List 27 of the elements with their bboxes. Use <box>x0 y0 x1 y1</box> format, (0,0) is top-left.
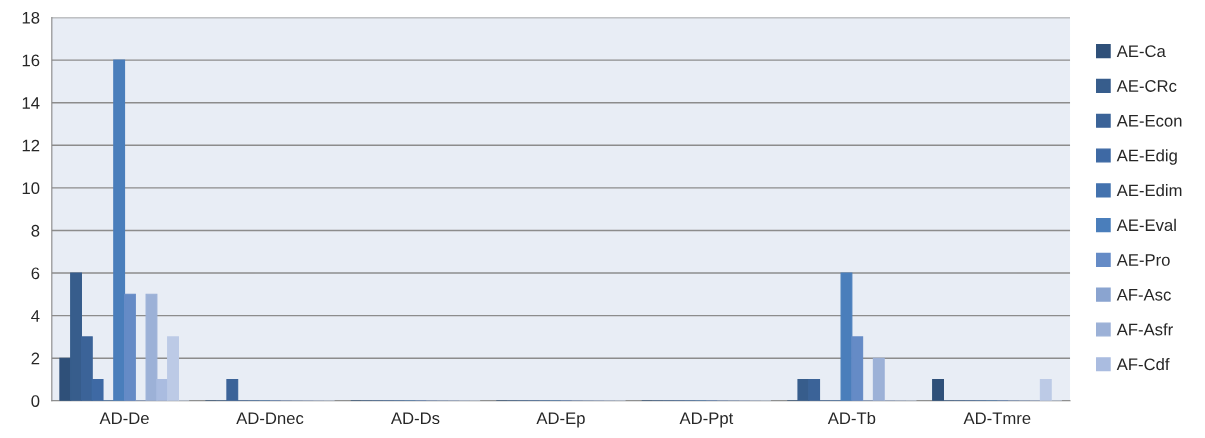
y-tick-label: 16 <box>22 54 40 67</box>
x-tick-label: AD-Tb <box>827 411 876 425</box>
legend-label: AE-Eval <box>1116 218 1176 232</box>
x-tick-label: AD-Ds <box>390 412 440 425</box>
y-tick-label: 12 <box>22 139 40 152</box>
x-tick-label: AD-Ep <box>536 412 585 428</box>
x-tick-label: AD-Dnec <box>236 412 304 425</box>
y-tick-label: 2 <box>31 352 40 365</box>
legend-label: AE-Econ <box>1116 115 1182 127</box>
y-tick-label: 6 <box>31 267 40 280</box>
y-tick-label: 4 <box>31 310 40 322</box>
x-tick-label: AD-Ppt <box>679 412 734 428</box>
y-tick-label: 0 <box>31 395 40 407</box>
y-tick-label: 18 <box>22 11 40 24</box>
legend-label: AE-CRc <box>1116 80 1177 92</box>
legend-label: AE-Edig <box>1116 149 1177 165</box>
legend-label: AE-Ca <box>1116 45 1166 58</box>
y-tick-label: 10 <box>22 182 40 195</box>
x-tick-label: AD-Tmre <box>963 412 1031 425</box>
y-tick-label: 8 <box>31 224 40 237</box>
legend-label: AE-Pro <box>1116 254 1170 266</box>
y-tick-label: 14 <box>22 97 40 109</box>
x-tick-label: AD-De <box>99 412 149 425</box>
legend-label: AE-Edim <box>1116 184 1182 197</box>
legend-label: AF-Asfr <box>1116 323 1173 336</box>
legend-label: AF-Cdf <box>1116 357 1170 371</box>
legend-label: AF-Asc <box>1116 289 1171 301</box>
